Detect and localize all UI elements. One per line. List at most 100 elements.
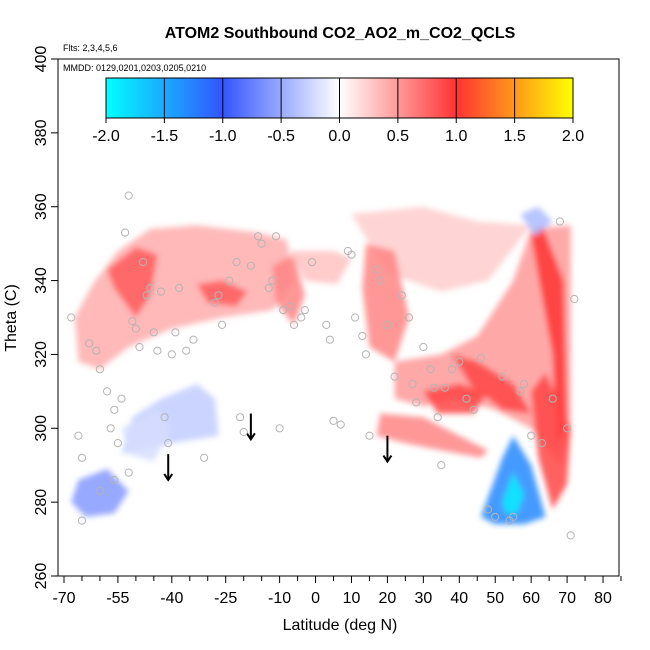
anomaly-region-9 bbox=[452, 354, 532, 414]
anomaly-region-11 bbox=[376, 413, 488, 458]
sample-point bbox=[307, 258, 317, 267]
sample-point bbox=[124, 468, 133, 477]
sample-point bbox=[325, 335, 334, 344]
y-axis-label: Theta (C) bbox=[3, 284, 20, 352]
x-axis: -70 -55 -40 -25 -10 0 10 20 30 40 50 60 70 80 bbox=[52, 576, 622, 607]
sample-point bbox=[268, 276, 277, 285]
anomaly-region-4 bbox=[290, 251, 352, 285]
sample-point bbox=[106, 424, 115, 433]
sample-point bbox=[149, 328, 158, 337]
sample-point bbox=[426, 365, 435, 374]
sample-point bbox=[537, 439, 547, 448]
sample-point bbox=[257, 239, 266, 248]
sample-point bbox=[483, 505, 493, 514]
sample-point bbox=[128, 317, 137, 326]
sample-point bbox=[455, 357, 464, 366]
colorbar-tick-label: -2.0 bbox=[92, 128, 120, 145]
sample-point bbox=[516, 387, 525, 396]
sample-point bbox=[519, 379, 529, 389]
sample-point bbox=[236, 413, 245, 422]
y-tick-label: 280 bbox=[33, 489, 50, 516]
y-tick-label: 340 bbox=[33, 267, 50, 294]
colorbar-tick-label: -0.5 bbox=[267, 128, 295, 145]
sample-point bbox=[390, 372, 399, 381]
down-arrow-1 bbox=[246, 413, 256, 442]
colorbar-tick-label: 0.0 bbox=[328, 128, 350, 145]
sample-point bbox=[289, 320, 299, 329]
sample-point bbox=[92, 346, 101, 355]
x-tick-label: -25 bbox=[214, 590, 237, 607]
sample-point bbox=[77, 453, 87, 462]
sample-point bbox=[430, 383, 439, 392]
sample-point bbox=[95, 487, 105, 496]
sample-point bbox=[239, 427, 248, 437]
down-arrow-0 bbox=[163, 454, 174, 482]
anomaly-region-15 bbox=[121, 409, 172, 462]
sample-point bbox=[214, 291, 223, 300]
x-tick-label: 60 bbox=[522, 590, 540, 607]
dates-annotation: MMDD: 0129,0201,0203,0205,0210 bbox=[63, 63, 206, 73]
sample-point bbox=[77, 516, 87, 525]
sample-point bbox=[404, 313, 414, 322]
anomaly-region-6 bbox=[362, 243, 409, 362]
sample-point bbox=[164, 439, 173, 448]
anomaly-region-18 bbox=[520, 206, 553, 237]
x-tick-label: 80 bbox=[594, 590, 612, 607]
sample-point bbox=[146, 283, 155, 293]
anomaly-region-10 bbox=[423, 384, 488, 414]
sample-point bbox=[563, 424, 572, 433]
y-tick-label: 260 bbox=[33, 563, 50, 590]
sample-point bbox=[322, 320, 331, 329]
anomaly-region-8 bbox=[531, 225, 568, 444]
sample-point bbox=[171, 328, 180, 337]
sample-point bbox=[271, 232, 281, 241]
sample-point bbox=[189, 335, 198, 344]
sample-point bbox=[200, 453, 209, 462]
colorbar-tick-label: -1.5 bbox=[151, 128, 179, 145]
colorbar-ticks: -2.0 -1.5 -1.0 -0.5 0.0 0.5 1.0 1.5 2.0 bbox=[92, 78, 584, 145]
sample-point bbox=[365, 431, 374, 440]
sample-point bbox=[300, 306, 309, 315]
sample-point bbox=[182, 346, 191, 355]
sample-point bbox=[103, 387, 112, 396]
down-arrow-2 bbox=[382, 435, 393, 464]
sample-point bbox=[74, 431, 83, 440]
sample-point bbox=[232, 258, 241, 267]
anomaly-region-12 bbox=[531, 372, 571, 510]
y-tick-label: 380 bbox=[33, 119, 50, 146]
sample-point bbox=[448, 365, 457, 374]
sample-point bbox=[142, 291, 151, 300]
sample-point bbox=[160, 413, 169, 422]
anomaly-field bbox=[71, 206, 571, 525]
chart-title: ATOM2 Southbound CO2_AO2_m_CO2_QCLS bbox=[165, 25, 516, 42]
anomaly-region-1 bbox=[107, 247, 158, 318]
plot-frame bbox=[57, 58, 620, 577]
sample-point bbox=[376, 276, 385, 285]
sample-point bbox=[419, 342, 428, 352]
sample-point bbox=[67, 313, 76, 322]
sample-point bbox=[440, 383, 449, 392]
sample-point bbox=[286, 302, 295, 311]
sample-point bbox=[397, 291, 406, 300]
sample-point bbox=[336, 420, 345, 429]
sample-point bbox=[110, 405, 119, 414]
x-tick-label: 30 bbox=[414, 590, 432, 607]
x-axis-label: Latitude (deg N) bbox=[283, 617, 398, 634]
colorbar-tick-label: 0.5 bbox=[387, 128, 409, 145]
sample-point bbox=[246, 261, 255, 270]
y-tick-label: 320 bbox=[33, 341, 50, 368]
sample-point bbox=[361, 350, 370, 359]
sample-point bbox=[372, 265, 381, 274]
sample-point bbox=[383, 320, 392, 329]
sample-point bbox=[433, 413, 442, 422]
sample-point bbox=[210, 298, 219, 307]
y-tick-label: 300 bbox=[33, 415, 50, 442]
sample-point bbox=[117, 394, 126, 403]
sample-point bbox=[135, 342, 144, 352]
sample-point bbox=[570, 294, 579, 304]
sample-point bbox=[279, 306, 288, 315]
flights-annotation: Flts: 2,3,4,5,6 bbox=[63, 43, 118, 53]
sample-point bbox=[509, 512, 518, 522]
sample-point bbox=[555, 217, 565, 226]
